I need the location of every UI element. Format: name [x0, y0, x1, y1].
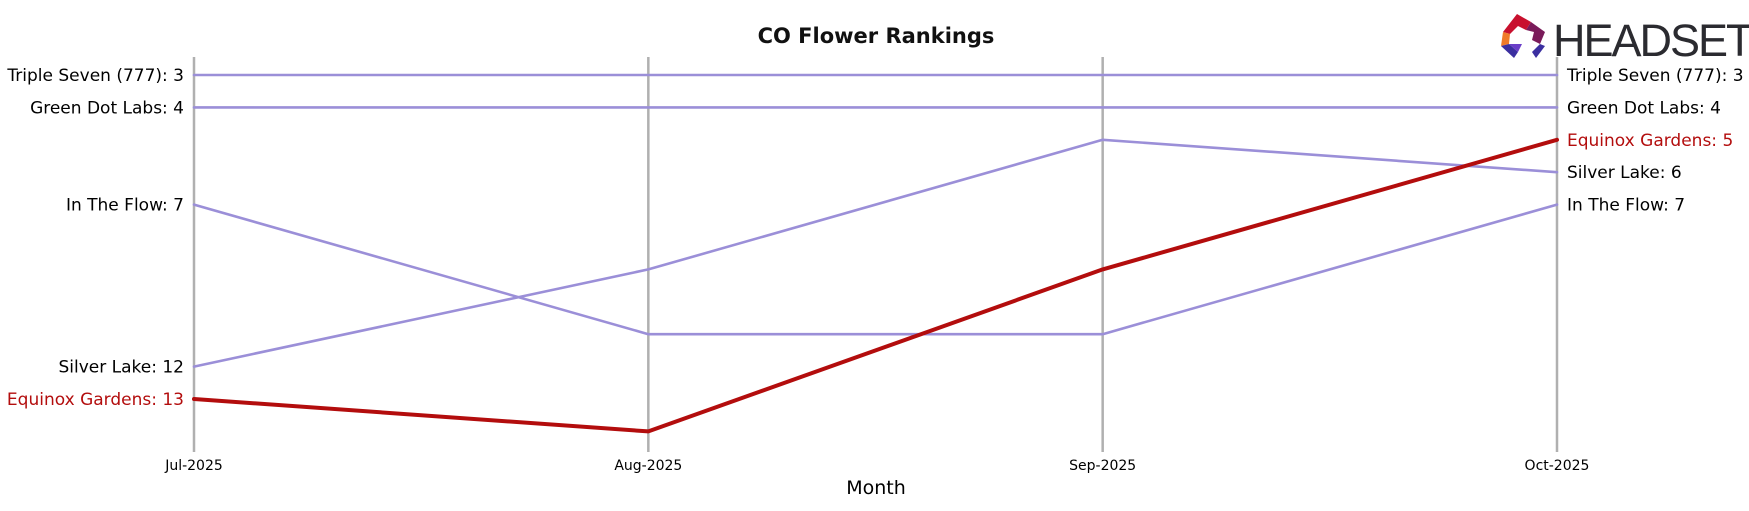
left-label: In The Flow: 7: [66, 196, 184, 216]
right-end-labels: Triple Seven (777): 3 Green Dot Labs: 4 Eq…: [1566, 66, 1744, 216]
right-label: Equinox Gardens: 5: [1567, 131, 1733, 151]
left-label: Triple Seven (777): 3: [6, 66, 184, 86]
headset-hexagon-logo-icon: [1501, 14, 1545, 58]
series-lines: [192, 73, 1559, 434]
x-tick-sep-2025: Sep-2025: [1069, 458, 1136, 474]
left-end-labels: Triple Seven (777): 3 Green Dot Labs: 4 In…: [6, 66, 184, 410]
chart-title: CO Flower Rankings: [758, 24, 995, 48]
x-tick-aug-2025: Aug-2025: [614, 458, 682, 474]
right-label: In The Flow: 7: [1567, 196, 1685, 216]
series-line-in-the-flow: [192, 203, 1559, 336]
x-tick-jul-2025: Jul-2025: [164, 458, 223, 474]
series-line-equinox-gardens: [192, 137, 1559, 434]
left-label: Silver Lake: 12: [59, 358, 185, 378]
left-label: Green Dot Labs: 4: [30, 98, 184, 118]
brand-name: HEADSET: [1553, 15, 1749, 66]
right-label: Green Dot Labs: 4: [1567, 98, 1721, 118]
x-tick-labels: Jul-2025 Aug-2025 Sep-2025 Oct-2025: [164, 458, 1589, 474]
right-label: Silver Lake: 6: [1567, 163, 1682, 183]
left-label: Equinox Gardens: 13: [7, 390, 184, 410]
grid-lines: [192, 57, 1559, 452]
x-axis-label: Month: [846, 477, 906, 499]
series-line-silver-lake: [192, 138, 1559, 368]
right-label: Triple Seven (777): 3: [1566, 66, 1744, 86]
x-tick-oct-2025: Oct-2025: [1525, 458, 1590, 474]
headset-logo: HEADSET: [1501, 14, 1749, 66]
